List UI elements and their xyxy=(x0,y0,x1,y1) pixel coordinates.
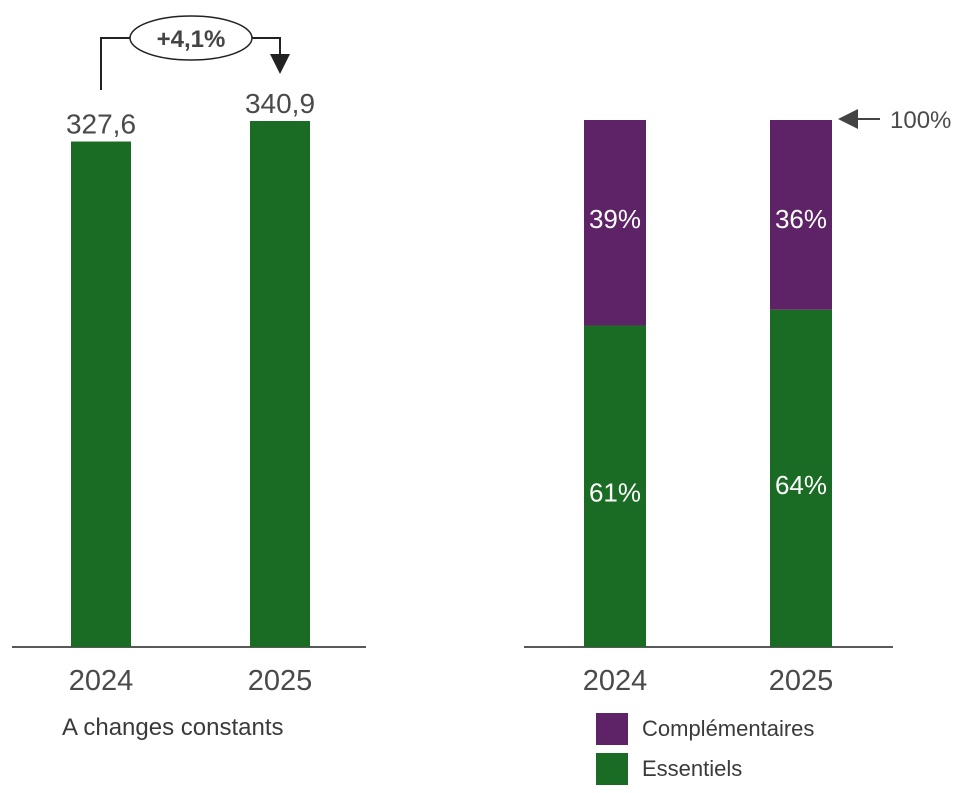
legend-swatch-complementaires xyxy=(596,713,628,745)
growth-label: +4,1% xyxy=(157,26,226,53)
legend-item-complementaires: Complémentaires xyxy=(596,713,814,745)
legend-item-essentiels: Essentiels xyxy=(596,753,814,785)
stack-label-compl-mentaires-2025: 36% xyxy=(775,204,827,234)
stack-essentiels-2025 xyxy=(770,309,832,647)
growth-connector xyxy=(100,37,280,90)
stack-compl-mentaires-2024 xyxy=(584,120,646,326)
legend-swatch-essentiels xyxy=(596,753,628,785)
left-chart: 327,6 2024 340,9 2025 +4,1% xyxy=(12,15,366,697)
value-label-2025: 340,9 xyxy=(245,88,315,119)
left-chart-caption: A changes constants xyxy=(62,714,284,741)
stack-compl-mentaires-2025 xyxy=(770,120,832,310)
stack-essentiels-2024 xyxy=(584,325,646,647)
x-tick-2024: 2024 xyxy=(69,665,134,697)
right-x-tick-2024: 2024 xyxy=(583,665,648,697)
right-chart: 61% 39% 2024 64% 36% 2025 100% xyxy=(524,107,951,697)
bar-2024 xyxy=(71,141,131,648)
x-tick-2025: 2025 xyxy=(248,665,313,697)
stack-label-essentiels-2025: 64% xyxy=(775,470,827,500)
right-x-tick-2025: 2025 xyxy=(769,665,834,697)
legend-label-essentiels: Essentiels xyxy=(642,756,743,781)
stack-label-compl-mentaires-2024: 39% xyxy=(589,204,641,234)
growth-bubble xyxy=(129,15,253,61)
legend-label-complementaires: Complémentaires xyxy=(642,716,815,741)
value-label-2024: 327,6 xyxy=(66,109,136,140)
total-marker: 100% xyxy=(838,107,951,134)
legend: Complémentaires Essentiels xyxy=(596,713,814,793)
bar-2025 xyxy=(250,121,310,647)
total-label: 100% xyxy=(890,107,951,134)
stack-label-essentiels-2024: 61% xyxy=(589,478,641,508)
growth-annotation: +4,1% xyxy=(100,15,280,90)
